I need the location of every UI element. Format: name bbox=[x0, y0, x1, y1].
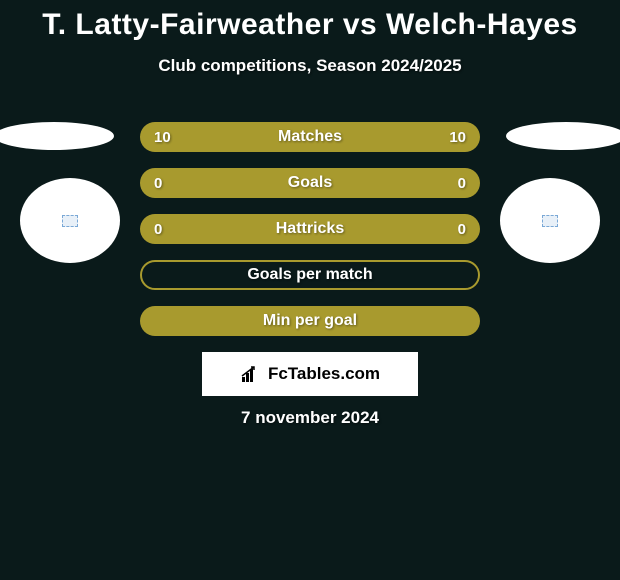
date-label: 7 november 2024 bbox=[0, 408, 620, 428]
stats-container: 10 Matches 10 0 Goals 0 0 Hattricks 0 Go… bbox=[140, 122, 480, 352]
player-right-badge bbox=[500, 178, 600, 263]
page-subtitle: Club competitions, Season 2024/2025 bbox=[0, 56, 620, 76]
player-left-ellipse bbox=[0, 122, 114, 150]
stat-right-value: 0 bbox=[458, 175, 466, 192]
player-left-badge bbox=[20, 178, 120, 263]
flag-icon bbox=[542, 215, 558, 227]
stat-row-goals-per-match: Goals per match bbox=[140, 260, 480, 290]
brand-attribution: FcTables.com bbox=[202, 352, 418, 396]
stat-label: Matches bbox=[278, 128, 342, 146]
stat-label: Goals bbox=[288, 174, 332, 192]
player-right-ellipse bbox=[506, 122, 620, 150]
stat-right-value: 10 bbox=[449, 129, 466, 146]
stat-label: Goals per match bbox=[247, 266, 372, 284]
flag-icon bbox=[62, 215, 78, 227]
stat-row-goals: 0 Goals 0 bbox=[140, 168, 480, 198]
stat-left-value: 0 bbox=[154, 175, 162, 192]
brand-text: FcTables.com bbox=[268, 364, 380, 384]
stat-right-value: 0 bbox=[458, 221, 466, 238]
stat-label: Hattricks bbox=[276, 220, 344, 238]
stat-row-min-per-goal: Min per goal bbox=[140, 306, 480, 336]
page-title: T. Latty-Fairweather vs Welch-Hayes bbox=[0, 0, 620, 42]
stat-label: Min per goal bbox=[263, 312, 357, 330]
stat-row-matches: 10 Matches 10 bbox=[140, 122, 480, 152]
chart-icon bbox=[240, 365, 262, 383]
stat-row-hattricks: 0 Hattricks 0 bbox=[140, 214, 480, 244]
stat-left-value: 10 bbox=[154, 129, 171, 146]
stat-left-value: 0 bbox=[154, 221, 162, 238]
